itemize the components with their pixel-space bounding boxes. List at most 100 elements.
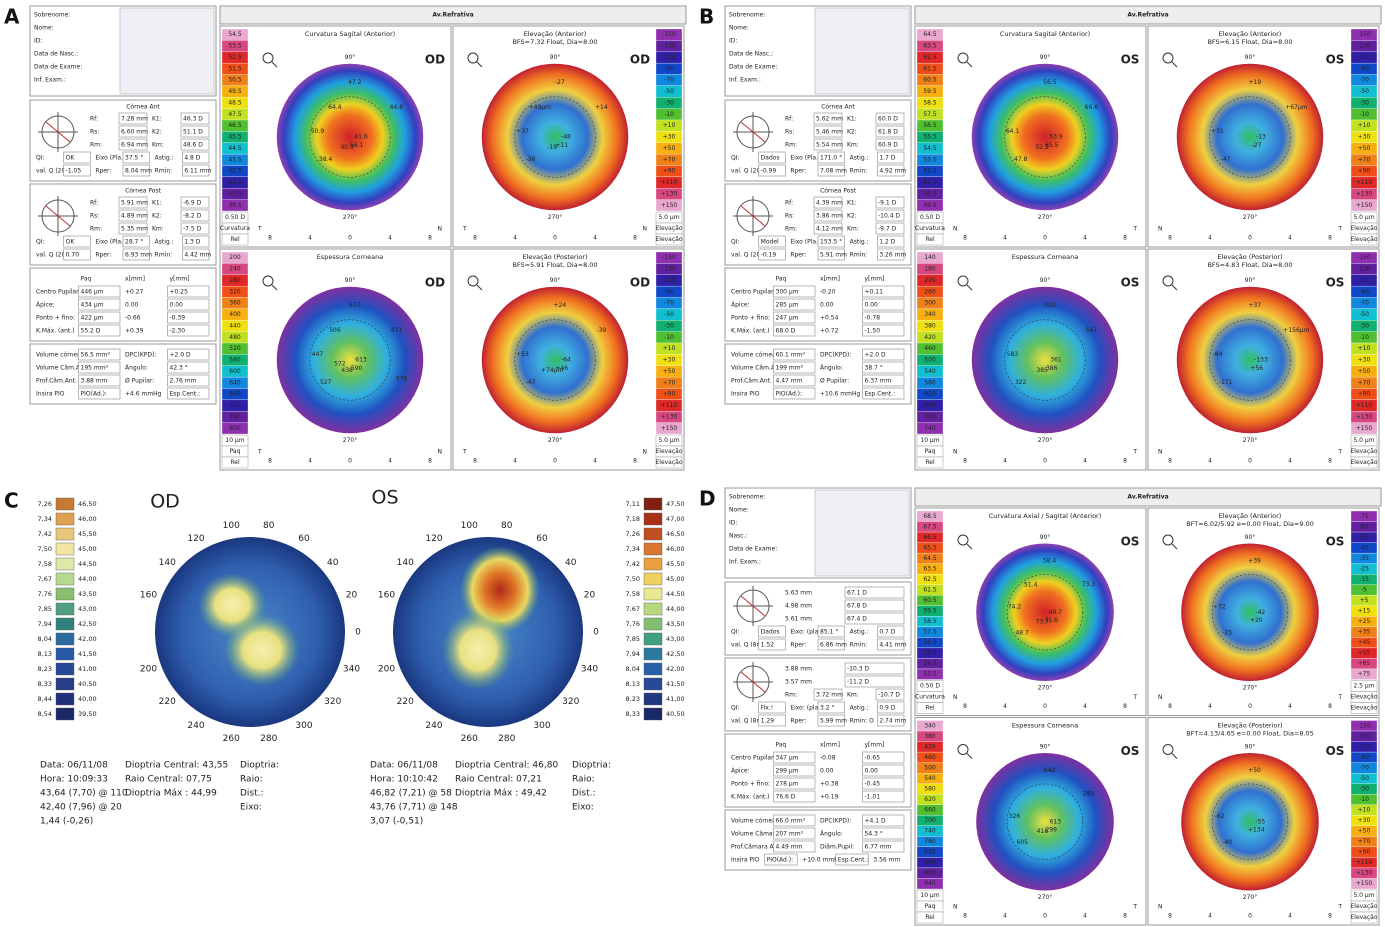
- scale-label: 760: [229, 413, 241, 420]
- map-value: -42: [1255, 609, 1265, 616]
- table-label: Rs:: [785, 129, 794, 136]
- angle-label: 280: [498, 734, 515, 744]
- axis-tick: 8: [1123, 235, 1127, 242]
- patient-label: Data de Exame:: [729, 64, 777, 71]
- legend-swatch: [644, 693, 662, 705]
- scale-label: -130: [1357, 266, 1371, 273]
- legend-radius: 7,94: [38, 620, 52, 628]
- legend-swatch: [56, 618, 74, 630]
- map-value: 547: [1086, 327, 1098, 334]
- map-degree: 90°: [345, 277, 356, 284]
- legend-dioptria: 44,50: [666, 590, 685, 598]
- axis-tick: 4: [513, 235, 517, 242]
- scale-label: 58.5: [923, 99, 937, 106]
- scale-label: 64.5: [923, 555, 937, 562]
- legend-swatch: [56, 693, 74, 705]
- patient-label: Nome:: [729, 507, 749, 514]
- scale-label: 660: [924, 402, 936, 409]
- scale-label: 54.5: [923, 660, 937, 667]
- stat-text: Hora: 10:09:33: [40, 775, 108, 785]
- scale-label: 500: [924, 764, 936, 771]
- table-label: K.Máx. (ant.): [36, 328, 74, 335]
- table-value: 4.49 mm: [776, 844, 803, 851]
- scale-label: +30: [663, 134, 676, 141]
- table-header: x[mm]: [125, 276, 145, 283]
- map-value: -47: [1221, 156, 1231, 163]
- scale-footer: Elevação: [1350, 459, 1377, 466]
- map-title: Elevação (Anterior): [1219, 512, 1282, 520]
- map-value: -171: [1219, 379, 1233, 386]
- table-label: QI:: [731, 239, 740, 246]
- table-label: Astig.:: [850, 155, 869, 162]
- table-label: Eixo (Pla.): [790, 155, 820, 162]
- table-label: +10.6 mmHg: [820, 391, 860, 398]
- map-value: +37: [516, 128, 529, 135]
- table-label: K1:: [152, 200, 162, 207]
- table-label: Eixo (Pla.): [790, 239, 820, 246]
- table-label: Rmin:: [155, 252, 173, 259]
- scale-label: +150: [661, 425, 678, 432]
- axis-tick: 8: [963, 235, 967, 242]
- axis-tick: 4: [1208, 913, 1212, 920]
- scale-label: 420: [924, 334, 936, 341]
- map-value: +74µm: [541, 367, 563, 374]
- scale-label: 68.5: [923, 513, 937, 520]
- axis-tick: 8: [473, 235, 477, 242]
- stat-text: Dist.:: [572, 789, 596, 799]
- map-value: 40.9: [340, 144, 354, 151]
- map-value: +37: [1248, 302, 1261, 309]
- legend-swatch: [644, 708, 662, 720]
- legend-swatch: [644, 633, 662, 645]
- table-value: -0.45: [865, 781, 881, 788]
- scale-footer: 10 µm: [920, 437, 939, 444]
- table-value: Esp.Cent.:: [170, 391, 201, 398]
- table-value: -9.7 D: [878, 226, 897, 233]
- table-label: Eixo (Pla.): [95, 155, 125, 162]
- table-value: 61.8 D: [878, 129, 898, 136]
- map-title: Curvatura Axial / Sagital (Anterior): [989, 512, 1102, 520]
- table-label: +0.72: [820, 328, 839, 335]
- map-degree: 90°: [550, 54, 561, 61]
- map-value: -62: [1215, 813, 1225, 820]
- table-value: 4.12 mm: [816, 226, 843, 233]
- angle-label: 0: [593, 628, 599, 638]
- table-header: y[mm]: [170, 276, 190, 283]
- scale-label: 140: [924, 254, 936, 261]
- map-title: Curvatura Sagital (Anterior): [1000, 30, 1090, 38]
- table-label: QI:: [731, 629, 740, 636]
- scale-label: -90: [1359, 65, 1369, 72]
- legend-dioptria: 45,50: [666, 560, 685, 568]
- scale-label: +35: [1358, 629, 1371, 636]
- scale-label: 260: [924, 288, 936, 295]
- angle-label: 80: [501, 521, 513, 531]
- map-degree: 90°: [550, 277, 561, 284]
- axis-tick: 4: [1003, 703, 1007, 710]
- map-value: -48: [561, 134, 571, 141]
- legend-radius: 7,50: [626, 575, 640, 583]
- scale-label: 380: [924, 322, 936, 329]
- map-value: 361: [1050, 357, 1062, 364]
- patient-field: [815, 490, 909, 576]
- table-label: Ø Pupilar:: [125, 378, 154, 385]
- axis-tick: 8: [963, 458, 967, 465]
- angle-label: 20: [346, 591, 358, 601]
- scale-label: +150: [1356, 202, 1373, 209]
- scale-label: 66.5: [923, 534, 937, 541]
- scale-label: 57.5: [923, 111, 937, 118]
- axis-tick: 8: [428, 235, 432, 242]
- scale-label: +65: [1358, 660, 1371, 667]
- scale-label: +70: [1358, 156, 1371, 163]
- table-label: Eixo (Pla.): [95, 239, 125, 246]
- scale-label: 59.5: [923, 608, 937, 615]
- table-value: 3.86 mm: [816, 213, 843, 220]
- table-header: Paq: [81, 276, 92, 283]
- scale-label: -90: [1359, 288, 1369, 295]
- table-value: 3.26 mm: [879, 252, 906, 259]
- table-value: 285 µm: [776, 302, 799, 309]
- legend-radius: 8,23: [38, 665, 52, 673]
- table-label: Rper:: [95, 168, 111, 175]
- legend-dioptria: 43,50: [666, 620, 685, 628]
- eye-label: OS: [1326, 276, 1345, 290]
- table-label: K.Máx. (ant.): [731, 328, 769, 335]
- patient-label: Nome:: [729, 25, 749, 32]
